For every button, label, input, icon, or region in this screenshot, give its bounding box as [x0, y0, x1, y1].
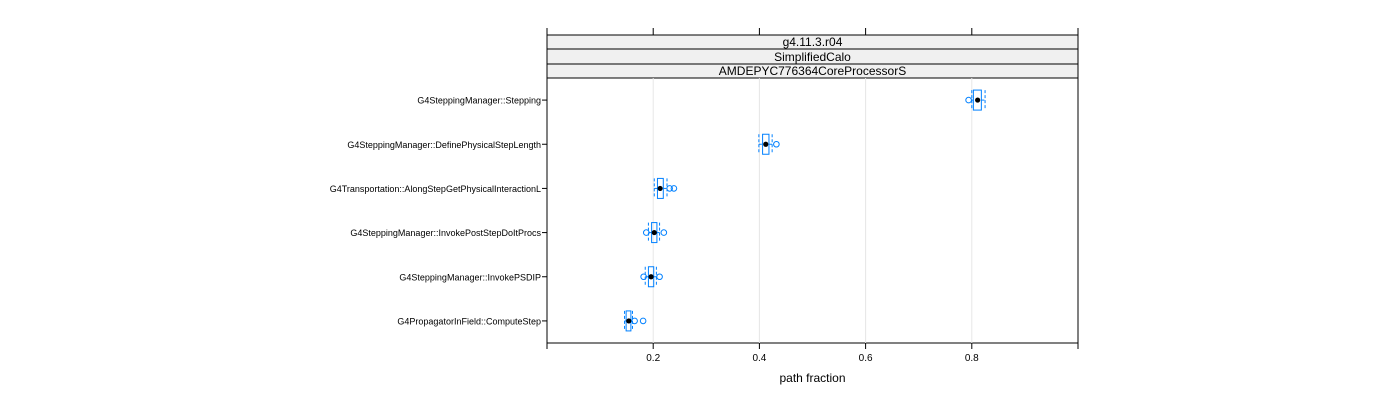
outlier-point [965, 96, 972, 104]
median-dot [651, 229, 657, 236]
y-category-label: G4SteppingManager::DefinePhysicalStepLen… [347, 140, 541, 150]
outlier-point [631, 317, 638, 325]
box [762, 133, 770, 155]
box-plot-row [640, 266, 663, 288]
strip-headers: g4.11.3.r04 SimplifiedCalo AMDEPYC776364… [546, 34, 1079, 79]
box-plot-row [624, 310, 647, 332]
outlier-point [660, 229, 668, 236]
outlier-point [666, 185, 673, 192]
y-axis-labels: G4SteppingManager::SteppingG4SteppingMan… [330, 96, 547, 326]
strip-3-label: AMDEPYC776364CoreProcessorS [719, 64, 906, 78]
box-plot-row [965, 89, 986, 111]
y-category-label: G4SteppingManager::InvokePSDIP [399, 272, 541, 282]
x-axis-title: path fraction [779, 371, 845, 385]
box [651, 222, 658, 244]
y-category-label: G4SteppingManager::Stepping [417, 96, 541, 106]
outlier-point [670, 185, 678, 192]
strip-2-label: SimplifiedCalo [774, 50, 851, 64]
median-dot [763, 141, 769, 147]
x-axis: 0.2 0.4 0.6 0.8 [546, 28, 1079, 364]
outlier-point [642, 229, 650, 236]
median-dot [975, 97, 981, 103]
box [656, 177, 664, 199]
median-dot [657, 185, 663, 192]
box-plot-row [642, 222, 668, 244]
box-plot-row [653, 177, 678, 199]
y-category-label: G4SteppingManager::InvokePostStepDoItPro… [350, 228, 541, 238]
strip-1-label: g4.11.3.r04 [783, 35, 843, 49]
box [647, 266, 655, 288]
plot-panel [546, 77, 1079, 344]
x-tick-label: 0.8 [965, 353, 979, 364]
outlier-point [640, 273, 647, 281]
outlier-point [773, 140, 780, 148]
box-plot-row [758, 133, 780, 155]
box [972, 89, 982, 111]
outlier-point [656, 273, 663, 281]
median-dot [626, 318, 632, 324]
median-dot [648, 274, 654, 280]
gridlines [652, 78, 973, 343]
box-series [624, 89, 986, 332]
x-tick-label: 0.4 [752, 353, 766, 364]
x-tick-label: 0.2 [646, 353, 660, 364]
y-category-label: G4Transportation::AlongStepGetPhysicalIn… [330, 184, 541, 194]
outlier-point [639, 317, 647, 325]
x-tick-label: 0.6 [859, 353, 873, 364]
y-category-label: G4PropagatorInField::ComputeStep [397, 316, 541, 326]
